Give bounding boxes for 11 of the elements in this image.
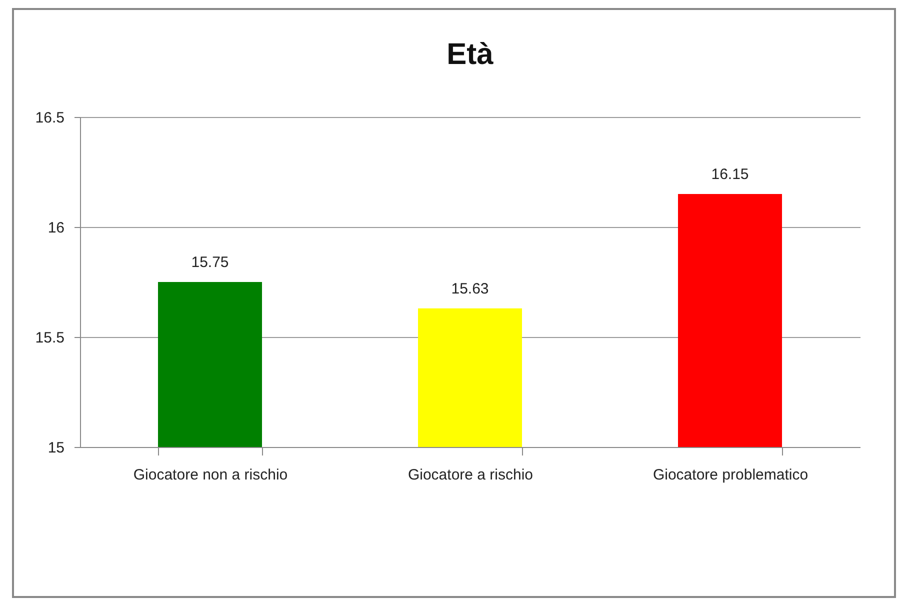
- y-tick-label: 15: [48, 440, 64, 456]
- y-tick-label: 16.5: [35, 110, 64, 126]
- data-label: 15.63: [451, 280, 489, 298]
- x-tick-label: Giocatore problematico: [652, 466, 808, 484]
- x-tick-label: Giocatore a rischio: [408, 466, 534, 484]
- y-tick-label: 15.5: [35, 330, 64, 346]
- data-label: 15.75: [191, 254, 229, 271]
- y-tick-label: 16: [48, 220, 64, 236]
- data-label: 16.15: [711, 166, 749, 183]
- x-tick-label: Giocatore non a rischio: [133, 466, 288, 484]
- chart-title: Età: [446, 38, 494, 71]
